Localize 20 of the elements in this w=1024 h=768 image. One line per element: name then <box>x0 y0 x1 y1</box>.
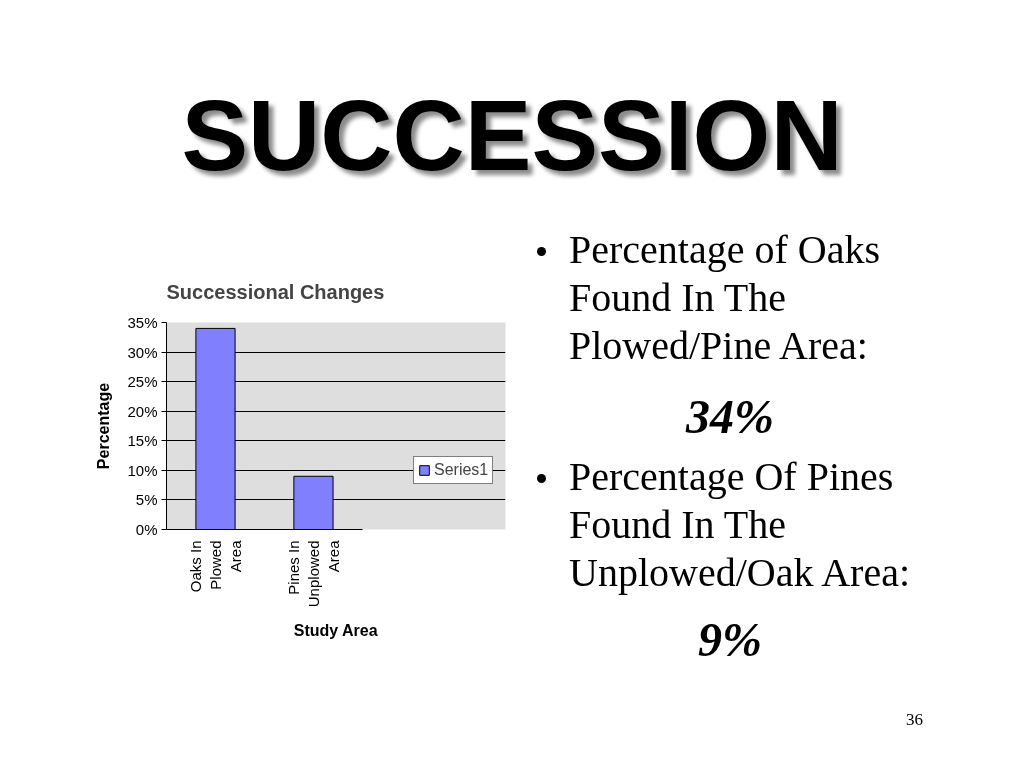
y-tick-label: 20% <box>127 402 158 420</box>
y-tick-label: 5% <box>135 491 158 509</box>
text: Percentage Of Pines Found In The Unplowed/Oak Area: <box>568 453 911 597</box>
x-axis-title: Study Area <box>293 622 378 640</box>
text: 34% <box>684 389 775 445</box>
y-tick-label: 25% <box>127 373 158 391</box>
text: Percentage of Oaks Found In The Plowed/Pine Area: <box>568 226 881 370</box>
y-tick-label: 35% <box>127 314 158 331</box>
y-axis-title: Percentage <box>95 382 113 470</box>
y-tick-label: 15% <box>127 432 158 450</box>
y-tick-label: 10% <box>127 461 158 479</box>
legend-label: Series1 <box>434 461 489 479</box>
y-tick-label: 0% <box>135 521 158 538</box>
x-tick-label: Pines In Unplowed Area <box>284 539 343 608</box>
y-tick-label: 30% <box>127 343 158 361</box>
x-tick-label: Oaks In Plowed Area <box>186 539 245 593</box>
text: 36 <box>905 709 923 730</box>
chart-subtitle: Successional Changes <box>166 280 385 303</box>
chart-title: SUCCESSION <box>180 78 844 191</box>
text: 9% <box>697 612 763 668</box>
